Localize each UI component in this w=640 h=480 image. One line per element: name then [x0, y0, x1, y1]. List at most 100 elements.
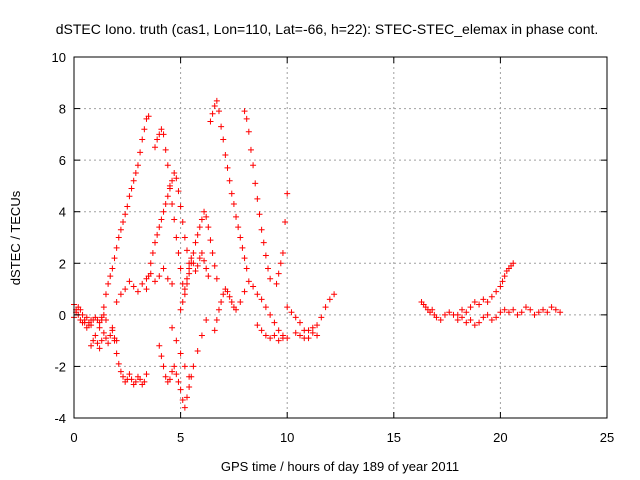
data-point: [309, 324, 316, 331]
series-15: [237, 278, 291, 342]
data-point: [171, 216, 178, 223]
data-point: [309, 329, 316, 336]
data-point: [128, 376, 135, 383]
data-point: [493, 314, 500, 321]
data-point: [256, 211, 263, 218]
data-point: [245, 128, 252, 135]
data-point: [518, 309, 525, 316]
x-tick-label: 15: [387, 430, 401, 445]
y-tick-label: -4: [54, 411, 66, 426]
data-point: [164, 275, 171, 282]
series-4: [109, 324, 150, 388]
data-point: [318, 314, 325, 321]
data-point: [454, 311, 461, 318]
data-point: [245, 278, 252, 285]
y-tick-labels: -4 -2 0 2 4 6 8 10: [52, 50, 66, 426]
data-point: [164, 162, 171, 169]
data-point: [224, 288, 231, 295]
data-point: [126, 371, 133, 378]
data-point: [233, 306, 240, 313]
data-point: [241, 108, 248, 115]
data-point: [441, 311, 448, 318]
data-point: [145, 273, 152, 280]
data-point: [177, 203, 184, 210]
data-point: [226, 293, 233, 300]
data-point: [241, 255, 248, 262]
y-axis-label: dSTEC / TECUs: [8, 190, 23, 285]
data-point: [301, 335, 308, 342]
data-point: [122, 286, 129, 293]
data-point: [158, 216, 165, 223]
data-point: [188, 255, 195, 262]
data-point: [160, 363, 167, 370]
data-point: [446, 309, 453, 316]
data-point: [171, 363, 178, 370]
data-point: [196, 255, 203, 262]
data-point: [535, 309, 542, 316]
data-point: [218, 298, 225, 305]
series-20: [418, 298, 500, 329]
data-point: [183, 280, 190, 287]
data-point: [501, 273, 508, 280]
data-point: [186, 265, 193, 272]
series-21: [454, 260, 517, 318]
data-point: [139, 136, 146, 143]
data-point: [273, 280, 280, 287]
data-point: [190, 363, 197, 370]
data-point: [480, 296, 487, 303]
data-point: [205, 224, 212, 231]
data-point: [186, 384, 193, 391]
data-point: [552, 306, 559, 313]
data-point: [96, 345, 103, 352]
data-point: [169, 324, 176, 331]
data-point: [194, 347, 201, 354]
data-point: [271, 332, 278, 339]
data-point: [296, 332, 303, 339]
data-point: [213, 97, 220, 104]
data-point: [190, 249, 197, 256]
data-point: [158, 353, 165, 360]
series-8: [156, 342, 195, 411]
data-point: [156, 224, 163, 231]
series-12: [207, 97, 250, 272]
series-5: [113, 265, 176, 305]
data-point: [194, 262, 201, 269]
data-point: [173, 337, 180, 344]
x-tick-labels: 0 5 10 15 20 25: [70, 430, 614, 445]
data-point: [203, 213, 210, 220]
series-7: [152, 126, 186, 287]
data-point: [275, 327, 282, 334]
data-point: [145, 113, 152, 120]
series-19: [292, 324, 321, 342]
data-point: [454, 317, 461, 324]
data-point: [124, 203, 131, 210]
data-point: [497, 283, 504, 290]
data-point: [113, 298, 120, 305]
data-point: [220, 291, 227, 298]
data-point: [162, 200, 169, 207]
data-point: [510, 260, 517, 267]
data-point: [183, 394, 190, 401]
data-point: [164, 193, 171, 200]
data-point: [130, 283, 137, 290]
data-point: [120, 219, 127, 226]
series-13: [211, 286, 240, 334]
data-point: [117, 291, 124, 298]
data-point: [254, 291, 261, 298]
data-point: [105, 280, 112, 287]
data-point: [488, 293, 495, 300]
data-point: [203, 265, 210, 272]
x-tick-label: 10: [280, 430, 294, 445]
data-point: [235, 224, 242, 231]
data-point: [211, 102, 218, 109]
data-point: [265, 265, 272, 272]
data-point: [169, 280, 176, 287]
data-point: [198, 332, 205, 339]
data-point: [156, 273, 163, 280]
series-9: [169, 317, 210, 380]
data-point: [262, 304, 269, 311]
data-point: [173, 371, 180, 378]
data-point: [275, 270, 282, 277]
data-point: [540, 306, 547, 313]
